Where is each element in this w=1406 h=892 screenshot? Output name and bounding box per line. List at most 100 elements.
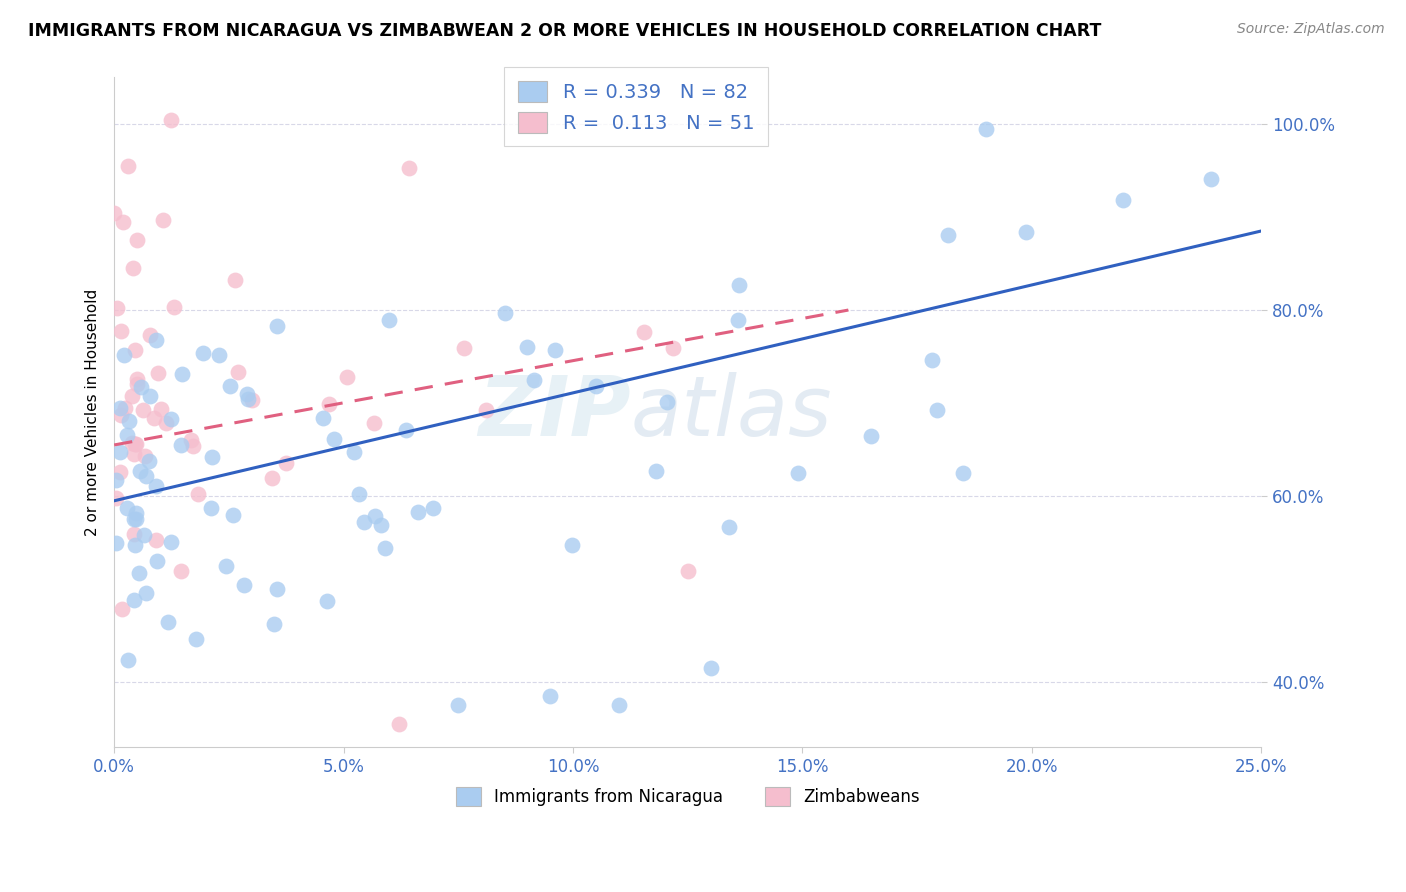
Point — [364, 509, 387, 524]
Point — [406, 505, 429, 519]
Point — [655, 394, 678, 409]
Point — [728, 278, 751, 293]
Point — [187, 486, 209, 500]
Point — [860, 428, 883, 442]
Point — [135, 586, 157, 600]
Point — [316, 594, 339, 608]
Point — [395, 424, 418, 438]
Point — [266, 582, 288, 596]
Point — [447, 698, 470, 713]
Text: Source: ZipAtlas.com: Source: ZipAtlas.com — [1237, 22, 1385, 37]
Point — [232, 578, 254, 592]
Point — [1112, 193, 1135, 207]
Point — [208, 348, 231, 362]
Point — [374, 541, 396, 555]
Point — [170, 564, 193, 578]
Point — [347, 487, 370, 501]
Point — [125, 372, 148, 386]
Point — [607, 698, 630, 713]
Point — [115, 500, 138, 515]
Point — [129, 380, 152, 394]
Point — [676, 564, 699, 578]
Point — [114, 401, 136, 415]
Point — [343, 444, 366, 458]
Point — [644, 464, 666, 478]
Point — [122, 527, 145, 541]
Point — [191, 346, 214, 360]
Point — [221, 508, 243, 523]
Point — [921, 352, 943, 367]
Point — [952, 466, 974, 480]
Point — [633, 325, 655, 339]
Point — [124, 512, 146, 526]
Point — [370, 518, 392, 533]
Point — [263, 617, 285, 632]
Point — [134, 449, 156, 463]
Text: ZIP: ZIP — [478, 372, 630, 453]
Point — [122, 447, 145, 461]
Point — [139, 389, 162, 403]
Text: atlas: atlas — [630, 372, 832, 453]
Point — [475, 403, 498, 417]
Point — [336, 370, 359, 384]
Point — [124, 343, 146, 357]
Point — [112, 348, 135, 362]
Point — [515, 340, 537, 354]
Point — [124, 538, 146, 552]
Point — [266, 318, 288, 333]
Point — [560, 538, 582, 552]
Point — [260, 471, 283, 485]
Point — [105, 301, 128, 316]
Point — [110, 408, 132, 422]
Point — [727, 313, 749, 327]
Point — [974, 121, 997, 136]
Point — [117, 653, 139, 667]
Point — [544, 343, 567, 357]
Point — [186, 632, 208, 646]
Point — [104, 536, 127, 550]
Point — [240, 392, 263, 407]
Point — [125, 512, 148, 526]
Point — [157, 615, 180, 630]
Point — [143, 411, 166, 425]
Point — [121, 436, 143, 450]
Point — [422, 500, 444, 515]
Point — [181, 439, 204, 453]
Point — [585, 379, 607, 393]
Point — [662, 341, 685, 355]
Point — [170, 368, 193, 382]
Point — [121, 389, 143, 403]
Point — [180, 433, 202, 447]
Point — [170, 437, 193, 451]
Point — [538, 689, 561, 703]
Point — [115, 428, 138, 442]
Point — [163, 300, 186, 314]
Point — [925, 403, 948, 417]
Point — [215, 559, 238, 574]
Point — [235, 386, 257, 401]
Point — [132, 527, 155, 541]
Point — [111, 601, 134, 615]
Point — [105, 491, 128, 506]
Point — [117, 159, 139, 173]
Point — [121, 261, 143, 276]
Point — [494, 306, 516, 320]
Point — [139, 327, 162, 342]
Point — [219, 379, 242, 393]
Point — [152, 213, 174, 227]
Point — [318, 397, 340, 411]
Point — [125, 377, 148, 392]
Point — [129, 464, 152, 478]
Point — [201, 450, 224, 464]
Point — [787, 466, 810, 480]
Point — [276, 456, 298, 470]
Point — [1015, 225, 1038, 239]
Legend: Immigrants from Nicaragua, Zimbabweans: Immigrants from Nicaragua, Zimbabweans — [449, 780, 927, 813]
Point — [125, 506, 148, 520]
Point — [224, 273, 246, 287]
Point — [160, 412, 183, 426]
Point — [145, 333, 167, 347]
Point — [377, 313, 399, 327]
Point — [699, 661, 721, 675]
Point — [118, 414, 141, 428]
